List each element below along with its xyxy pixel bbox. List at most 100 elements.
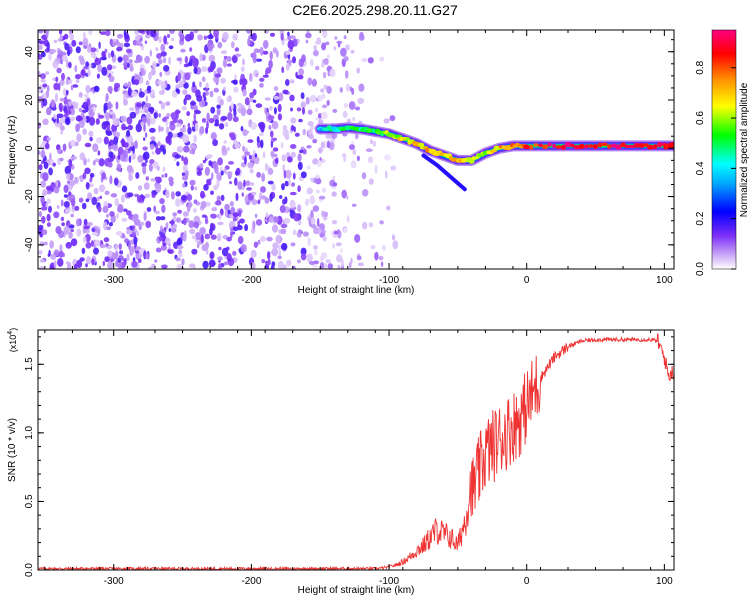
noise-blob — [144, 193, 151, 198]
noise-blob — [120, 115, 127, 123]
noise-blob — [202, 92, 206, 99]
noise-blob — [292, 229, 297, 236]
noise-blob — [290, 124, 295, 132]
noise-blob — [174, 154, 182, 159]
noise-blob — [66, 117, 70, 124]
ridge-blob — [637, 143, 645, 148]
noise-blob — [220, 194, 225, 202]
noise-blob — [81, 104, 86, 109]
noise-blob — [142, 146, 148, 151]
noise-blob — [46, 222, 51, 227]
noise-blob — [351, 116, 356, 122]
noise-blob — [75, 79, 80, 84]
noise-blob — [249, 168, 254, 174]
noise-blob — [144, 55, 151, 64]
noise-blob — [222, 31, 229, 41]
noise-blob — [82, 37, 89, 47]
ridge-blob — [529, 144, 534, 150]
noise-blob — [126, 134, 133, 144]
noise-blob — [39, 233, 43, 238]
noise-blob — [192, 208, 197, 213]
noise-blob — [45, 143, 50, 150]
noise-blob — [243, 128, 247, 136]
noise-blob — [285, 50, 291, 56]
noise-blob — [356, 155, 360, 162]
noise-blob — [79, 152, 86, 161]
noise-blob — [99, 244, 106, 249]
noise-blob — [162, 117, 167, 123]
noise-blob — [126, 130, 131, 137]
noise-blob — [101, 121, 108, 130]
noise-blob — [38, 250, 43, 255]
noise-blob — [59, 97, 65, 102]
noise-blob — [283, 217, 291, 224]
noise-blob — [96, 73, 100, 79]
noise-blob — [297, 38, 300, 44]
noise-blob — [175, 257, 181, 262]
noise-blob — [168, 228, 171, 232]
noise-blob — [138, 258, 142, 264]
noise-blob — [59, 244, 63, 252]
noise-blob — [122, 54, 129, 63]
noise-blob — [121, 194, 125, 203]
noise-blob — [254, 213, 258, 218]
noise-blob — [256, 136, 260, 143]
noise-blob — [70, 213, 74, 218]
noise-blob — [110, 50, 115, 58]
noise-blob — [351, 203, 357, 207]
noise-blob — [207, 43, 213, 52]
noise-blob — [92, 160, 96, 166]
noise-blob — [145, 95, 148, 103]
noise-blob — [110, 258, 114, 263]
noise-blob — [216, 104, 221, 110]
noise-blob — [220, 77, 226, 84]
noise-blob — [302, 148, 307, 155]
noise-blob — [389, 115, 396, 122]
noise-blob — [137, 185, 143, 191]
noise-blob — [106, 213, 110, 218]
noise-blob — [326, 85, 332, 94]
y-tick-label: 0.0 — [24, 563, 35, 577]
noise-blob — [300, 92, 305, 100]
noise-blob — [117, 146, 124, 156]
noise-blob — [233, 86, 239, 93]
noise-blob — [259, 46, 264, 56]
noise-blob — [307, 77, 313, 86]
noise-blob — [176, 161, 180, 167]
noise-blob — [136, 195, 142, 203]
noise-blob — [322, 235, 327, 242]
snr-series-line — [38, 333, 674, 570]
noise-blob — [130, 245, 135, 255]
noise-blob — [65, 59, 69, 68]
noise-blob — [269, 106, 273, 111]
noise-blob — [177, 245, 184, 250]
noise-blob — [222, 58, 227, 68]
noise-blob — [122, 151, 128, 157]
noise-blob — [131, 90, 138, 97]
noise-blob — [75, 115, 83, 122]
noise-blob — [322, 59, 326, 63]
y-tick-label: -20 — [24, 189, 35, 204]
noise-blob — [39, 241, 44, 247]
noise-blob — [370, 139, 373, 145]
noise-blob — [336, 254, 343, 263]
noise-blob — [165, 189, 170, 199]
noise-blob — [178, 253, 183, 258]
noise-blob — [159, 225, 163, 233]
y-tick-label: -40 — [24, 237, 35, 252]
noise-blob — [300, 171, 307, 179]
noise-blob — [201, 66, 208, 73]
noise-blob — [40, 78, 46, 83]
noise-blob — [69, 180, 76, 186]
noise-blob — [308, 134, 315, 140]
noise-blob — [95, 137, 103, 144]
noise-blob — [190, 185, 194, 191]
noise-blob — [176, 146, 184, 153]
noise-blob — [297, 259, 301, 264]
snr-axes: -300 -200 -100 0 100 0.0 0.5 1.0 1.5 — [24, 330, 674, 587]
noise-blob — [136, 230, 140, 237]
noise-blob — [350, 160, 357, 169]
noise-blob — [188, 220, 195, 229]
